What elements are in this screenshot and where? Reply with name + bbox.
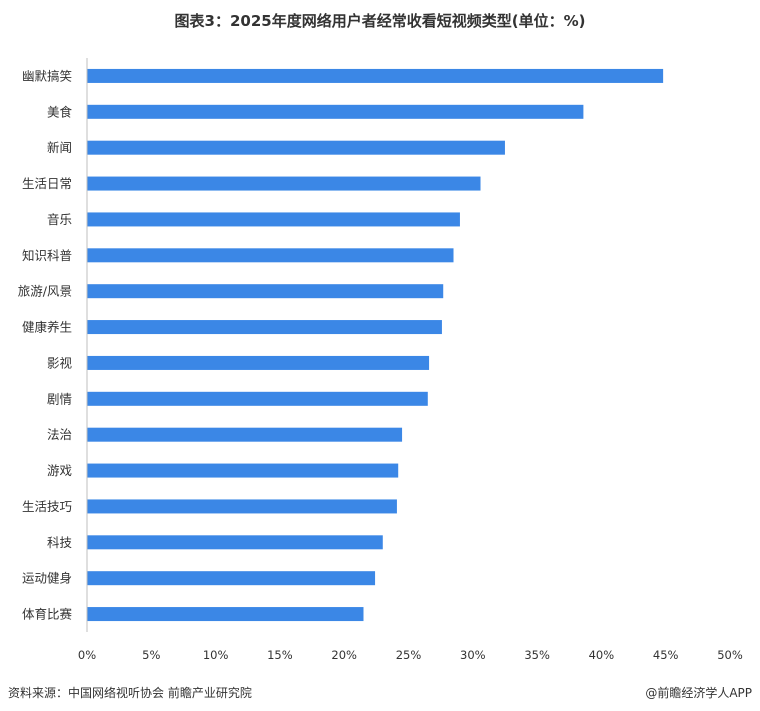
x-tick-labels: 0% 5% 10% 15% 20% 25% 30% 35% 40% 45% 50% [78,648,743,662]
category-label-3: 生活日常 [22,176,72,191]
bar-14 [87,571,376,586]
x-tick-1: 5% [142,648,160,662]
category-label-8: 影视 [47,355,73,370]
source-note: 资料来源：中国网络视听协会 前瞻产业研究院 [8,686,252,700]
bars-group [87,68,664,622]
x-tick-6: 30% [460,648,486,662]
brand-label: @前瞻经济学人APP [645,686,752,700]
bar-11 [87,463,399,478]
category-label-4: 音乐 [47,212,72,227]
bar-8 [87,355,430,370]
category-label-5: 知识科普 [22,248,72,263]
x-tick-3: 15% [267,648,293,662]
category-labels: 幽默搞笑美食新闻生活日常音乐知识科普旅游/风景健康养生影视剧情法治游戏生活技巧科… [18,68,73,621]
x-tick-4: 20% [331,648,357,662]
bar-12 [87,499,397,514]
x-tick-8: 40% [589,648,615,662]
bar-4 [87,212,460,227]
category-label-0: 幽默搞笑 [22,68,72,83]
bar-2 [87,140,505,155]
bar-10 [87,427,403,442]
bar-5 [87,248,454,263]
x-tick-5: 25% [396,648,422,662]
category-label-11: 游戏 [47,463,72,478]
category-label-2: 新闻 [47,140,72,155]
category-label-12: 生活技巧 [22,499,72,514]
bar-0 [87,68,664,83]
chart-title: 图表3：2025年度网络用户者经常收看短视频类型(单位：%) [174,12,586,30]
x-tick-2: 10% [203,648,229,662]
category-label-1: 美食 [47,104,73,119]
category-label-6: 旅游/风景 [18,284,72,299]
category-label-15: 体育比赛 [22,607,73,622]
bar-9 [87,391,428,406]
bar-7 [87,320,442,335]
x-tick-0: 0% [78,648,96,662]
category-label-10: 法治 [47,427,72,442]
bar-3 [87,176,481,191]
bar-13 [87,535,383,550]
bar-1 [87,104,584,119]
category-label-9: 剧情 [47,391,72,406]
bar-6 [87,284,444,299]
x-tick-9: 45% [653,648,679,662]
bar-15 [87,607,364,622]
x-tick-7: 35% [524,648,550,662]
category-label-7: 健康养生 [22,320,72,335]
category-label-14: 运动健身 [22,571,72,586]
category-label-13: 科技 [47,535,73,550]
x-tick-10: 50% [717,648,743,662]
